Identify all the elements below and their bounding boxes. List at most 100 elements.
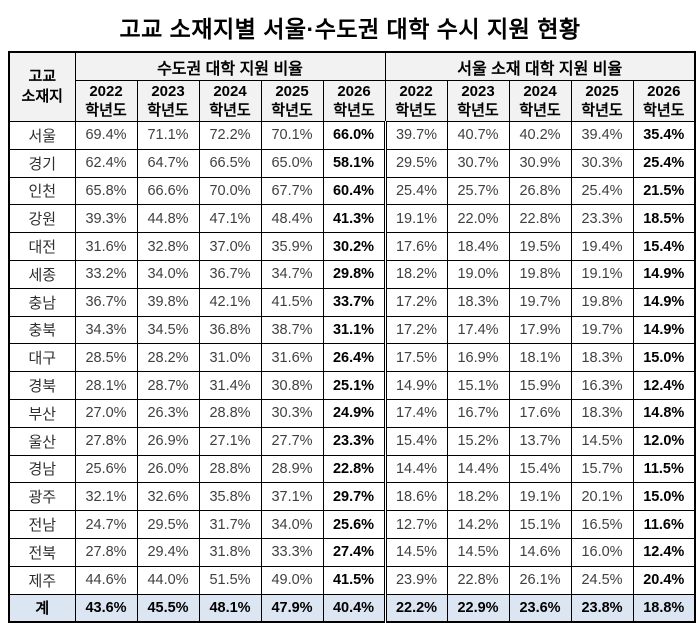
value-cell: 14.9% [632,287,696,317]
value-cell: 26.3% [136,398,200,428]
value-cell: 34.7% [260,259,324,289]
value-cell: 22.8% [508,204,572,234]
value-cell: 34.5% [136,315,200,345]
value-cell: 28.2% [136,343,200,373]
group-header-metro: 수도권 대학 지원 비율 [74,51,386,81]
year-header: 2025 학년도 [570,80,634,122]
year-suffix-label: 학년도 [395,102,437,119]
value-cell: 14.4% [446,454,510,484]
table-row: 서울 69.4% 71.1% 72.2% 70.1% 66.0% 39.7% 40.7% 40.… [8,121,696,150]
value-cell: 19.8% [570,287,634,317]
value-cell: 37.1% [260,482,324,512]
corner-header-line1: 고교 [28,67,57,85]
value-cell: 18.1% [508,343,572,373]
value-cell: 25.4% [570,176,634,206]
table-row: 전남 24.7% 29.5% 31.7% 34.0% 25.6% 12.7% 14.2% 15.… [8,510,696,539]
value-cell: 23.8% [570,593,634,623]
value-cell: 23.3% [570,204,634,234]
value-cell: 20.4% [632,565,696,595]
value-cell: 34.3% [74,315,138,345]
region-cell: 제주 [8,565,76,595]
value-cell: 32.6% [136,482,200,512]
region-cell: 충남 [8,287,76,317]
value-cell: 28.9% [260,454,324,484]
value-cell: 18.2% [383,259,448,289]
value-cell: 18.8% [632,593,696,623]
value-cell: 47.9% [260,593,324,623]
value-cell: 31.0% [198,343,262,373]
value-cell: 29.7% [322,482,386,512]
table-row: 제주 44.6% 44.0% 51.5% 49.0% 41.5% 23.9% 22.8% 26.… [8,565,696,595]
value-cell: 17.4% [446,315,510,345]
value-cell: 22.2% [383,593,448,623]
table-row: 부산 27.0% 26.3% 28.8% 30.3% 24.9% 17.4% 16.7% 17.… [8,398,696,428]
value-cell: 30.3% [570,148,634,178]
value-cell: 17.2% [383,287,448,317]
table-row: 세종 33.2% 34.0% 36.7% 34.7% 29.8% 18.2% 19.0% 19.… [8,259,696,289]
year-suffix-label: 학년도 [147,102,189,119]
value-cell: 48.1% [198,593,262,623]
region-cell: 인천 [8,176,76,206]
value-cell: 29.4% [136,537,200,567]
year-header: 2023 학년도 [446,80,510,122]
value-cell: 30.8% [260,371,324,400]
value-cell: 16.0% [570,537,634,567]
value-cell: 49.0% [260,565,324,595]
value-cell: 19.4% [570,232,634,261]
value-cell: 41.5% [260,287,324,317]
value-cell: 12.4% [632,371,696,400]
value-cell: 27.8% [74,426,138,456]
year-header: 2026 학년도 [322,80,386,122]
value-cell: 23.9% [383,565,448,595]
value-cell: 17.4% [383,398,448,428]
value-cell: 66.0% [322,121,386,150]
value-cell: 25.7% [446,176,510,206]
value-cell: 27.4% [322,537,386,567]
value-cell: 71.1% [136,121,200,150]
year-label: 2023 [151,82,185,100]
value-cell: 15.1% [508,510,572,539]
table-header: 고교 소재지 수도권 대학 지원 비율 서울 소재 대학 지원 비율 2022 학… [8,51,696,122]
value-cell: 29.8% [322,259,386,289]
value-cell: 26.9% [136,426,200,456]
year-suffix-label: 학년도 [85,102,127,119]
value-cell: 51.5% [198,565,262,595]
value-cell: 14.5% [383,537,448,567]
value-cell: 24.7% [74,510,138,539]
value-cell: 65.0% [260,148,324,178]
value-cell: 25.4% [383,176,448,206]
value-cell: 19.1% [508,482,572,512]
value-cell: 15.7% [570,454,634,484]
value-cell: 18.6% [383,482,448,512]
value-cell: 28.7% [136,371,200,400]
value-cell: 22.9% [446,593,510,623]
value-cell: 22.0% [446,204,510,234]
region-cell: 대전 [8,232,76,261]
region-cell: 서울 [8,121,76,150]
year-label: 2022 [89,82,123,100]
value-cell: 17.9% [508,315,572,345]
value-cell: 15.1% [446,371,510,400]
table-row: 대전 31.6% 32.8% 37.0% 35.9% 30.2% 17.6% 18.4% 19.… [8,232,696,261]
value-cell: 36.8% [198,315,262,345]
total-row: 계 43.6% 45.5% 48.1% 47.9% 40.4% 22.2% 22.9% 23.6… [8,593,696,623]
value-cell: 28.5% [74,343,138,373]
value-cell: 12.4% [632,537,696,567]
table-row: 전북 27.8% 29.4% 31.8% 33.3% 27.4% 14.5% 14.5% 14.… [8,537,696,567]
value-cell: 15.0% [632,482,696,512]
value-cell: 40.4% [322,593,386,623]
value-cell: 40.7% [446,121,510,150]
value-cell: 39.7% [383,121,448,150]
value-cell: 38.7% [260,315,324,345]
value-cell: 27.0% [74,398,138,428]
value-cell: 31.6% [74,232,138,261]
value-cell: 36.7% [198,259,262,289]
year-label: 2023 [461,82,495,100]
value-cell: 18.2% [446,482,510,512]
table-body: 서울 69.4% 71.1% 72.2% 70.1% 66.0% 39.7% 40.7% 40.… [8,121,696,623]
year-label: 2024 [523,82,557,100]
year-header: 2025 학년도 [260,80,324,122]
value-cell: 18.3% [570,398,634,428]
value-cell: 19.8% [508,259,572,289]
value-cell: 19.7% [508,287,572,317]
